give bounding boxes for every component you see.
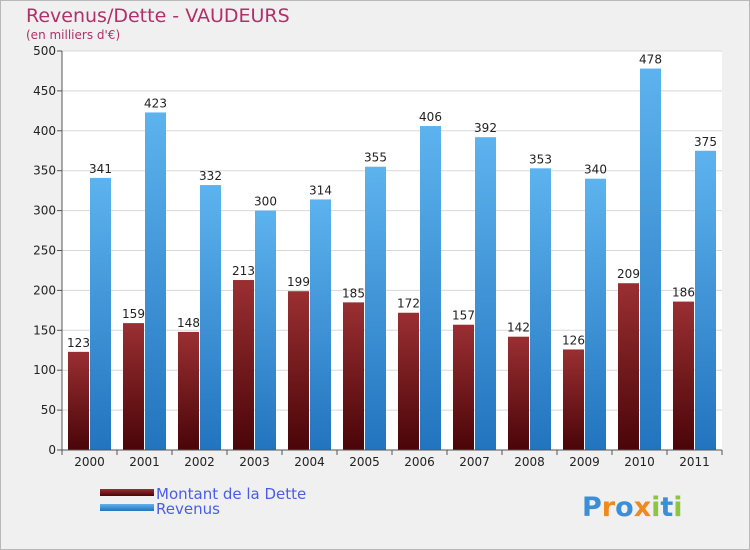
bar-revenue-2003 <box>255 210 276 450</box>
value-label-debt-2004: 199 <box>287 275 310 289</box>
logo-text: Proxiti <box>582 492 683 523</box>
x-tick-label-2006: 2006 <box>404 455 435 469</box>
bar-revenue-2009 <box>585 178 606 450</box>
y-tick-label: 500 <box>33 44 56 58</box>
x-tick-label-2001: 2001 <box>129 455 160 469</box>
value-label-revenue-2008: 353 <box>529 152 552 166</box>
chart-subtitle: (en milliers d'€) <box>26 28 121 42</box>
y-tick-label: 50 <box>41 403 56 417</box>
y-tick-label: 100 <box>33 363 56 377</box>
chart-title: Revenus/Dette - VAUDEURS <box>26 5 290 27</box>
y-tick-label: 400 <box>33 124 56 138</box>
value-label-debt-2001: 159 <box>122 307 145 321</box>
y-tick-label: 350 <box>33 164 56 178</box>
proxiti-logo: Proxiti <box>582 492 683 523</box>
value-label-debt-2011: 186 <box>672 286 695 300</box>
legend-label-revenue: Revenus <box>156 500 220 518</box>
value-label-revenue-2004: 314 <box>309 183 332 197</box>
bar-revenue-2000 <box>90 177 111 450</box>
x-tick-label-2004: 2004 <box>294 455 325 469</box>
value-label-debt-2007: 157 <box>452 309 475 323</box>
x-tick-label-2007: 2007 <box>459 455 490 469</box>
bar-revenue-2002 <box>200 185 221 450</box>
value-label-revenue-2003: 300 <box>254 195 277 209</box>
bar-revenue-2006 <box>420 126 441 451</box>
bar-revenue-2008 <box>530 168 551 450</box>
bar-revenue-2004 <box>310 199 331 450</box>
bar-debt-2005 <box>343 302 364 450</box>
bar-revenue-2007 <box>475 137 496 450</box>
value-label-revenue-2009: 340 <box>584 163 607 177</box>
legend-swatch-debt <box>100 489 154 496</box>
y-tick-label: 250 <box>33 244 56 258</box>
value-label-debt-2006: 172 <box>397 297 420 311</box>
x-tick-label-2008: 2008 <box>514 455 545 469</box>
y-tick-label: 300 <box>33 204 56 218</box>
x-tick-label-2003: 2003 <box>239 455 270 469</box>
bar-revenue-2001 <box>145 112 166 451</box>
bar-debt-2000 <box>68 351 89 450</box>
value-label-debt-2010: 209 <box>617 267 640 281</box>
bar-debt-2002 <box>178 331 199 450</box>
value-label-revenue-2010: 478 <box>639 53 662 67</box>
bar-debt-2008 <box>508 336 529 450</box>
value-label-revenue-2006: 406 <box>419 110 442 124</box>
x-tick-label-2000: 2000 <box>74 455 105 469</box>
y-tick-label: 0 <box>48 443 56 457</box>
bar-debt-2011 <box>673 301 694 450</box>
x-tick-label-2005: 2005 <box>349 455 380 469</box>
value-label-revenue-2011: 375 <box>694 135 717 149</box>
x-tick-label-2010: 2010 <box>624 455 655 469</box>
value-label-revenue-2000: 341 <box>89 162 112 176</box>
value-label-debt-2008: 142 <box>507 321 530 335</box>
x-tick-label-2011: 2011 <box>679 455 710 469</box>
value-label-revenue-2007: 392 <box>474 121 497 135</box>
bar-debt-2007 <box>453 324 474 450</box>
value-label-debt-2009: 126 <box>562 333 585 347</box>
value-label-debt-2002: 148 <box>177 316 200 330</box>
bar-debt-2003 <box>233 280 254 450</box>
y-tick-label: 200 <box>33 283 56 297</box>
x-tick-label-2009: 2009 <box>569 455 600 469</box>
y-tick-label: 450 <box>33 84 56 98</box>
bar-debt-2001 <box>123 323 144 450</box>
value-label-revenue-2001: 423 <box>144 96 167 110</box>
bar-revenue-2011 <box>695 150 716 450</box>
bar-revenue-2010 <box>640 68 661 450</box>
value-label-revenue-2002: 332 <box>199 169 222 183</box>
bar-debt-2010 <box>618 283 639 450</box>
value-label-revenue-2005: 355 <box>364 151 387 165</box>
value-label-debt-2005: 185 <box>342 286 365 300</box>
bar-debt-2006 <box>398 312 419 450</box>
value-label-debt-2003: 213 <box>232 264 255 278</box>
bar-debt-2004 <box>288 291 309 450</box>
bar-revenue-2005 <box>365 166 386 450</box>
y-tick-label: 150 <box>33 323 56 337</box>
x-tick-label-2002: 2002 <box>184 455 215 469</box>
legend-swatch-revenue <box>100 504 154 511</box>
value-label-debt-2000: 123 <box>67 336 90 350</box>
legend-label-debt: Montant de la Dette <box>156 485 306 503</box>
bar-debt-2009 <box>563 349 584 450</box>
